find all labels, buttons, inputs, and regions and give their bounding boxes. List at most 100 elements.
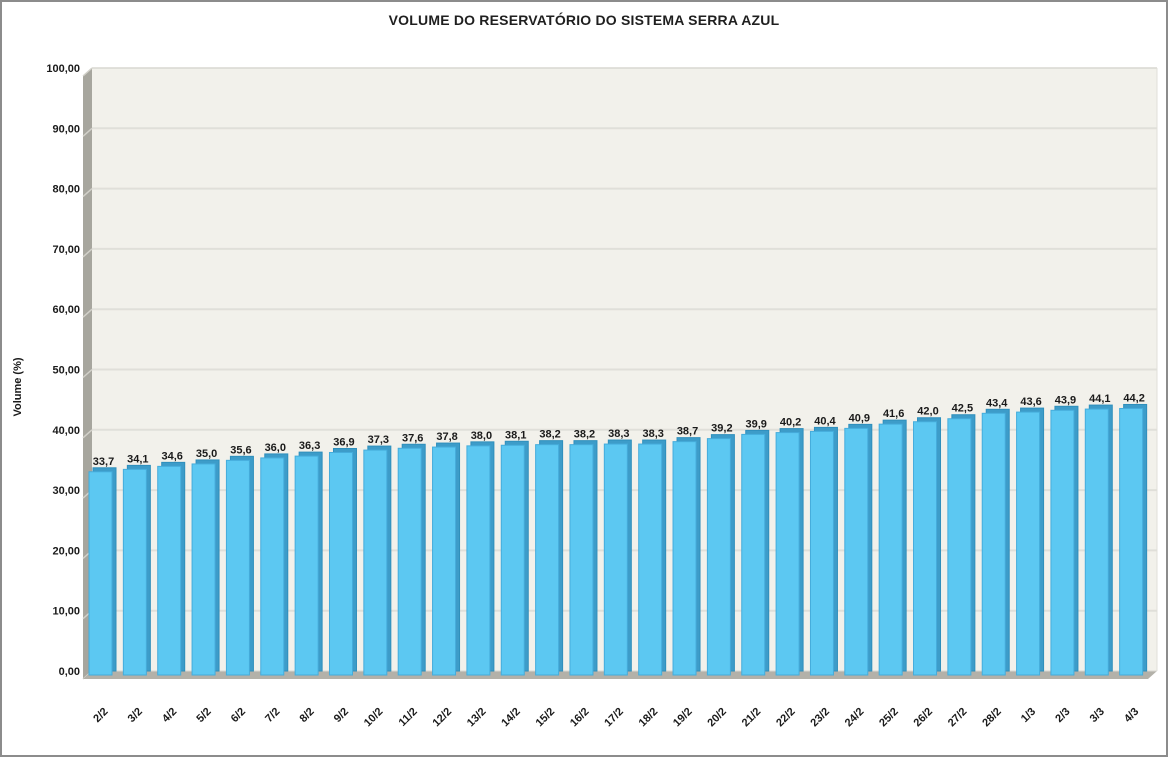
bar [363, 449, 388, 676]
wall-bevel [82, 188, 93, 198]
chart-title: VOLUME DO RESERVATÓRIO DO SISTEMA SERRA … [388, 12, 780, 28]
y-tick-label: 20,00 [52, 545, 80, 557]
x-tick-label: 28/2 [980, 706, 1004, 730]
y-tick-label: 0,00 [59, 666, 80, 678]
x-tick-label: 24/2 [843, 706, 867, 730]
bar-value-label: 42,0 [917, 406, 938, 418]
x-tick-label: 14/2 [499, 706, 523, 730]
x-tick-label: 13/2 [465, 706, 489, 730]
bar [1084, 408, 1109, 676]
bar-value-label: 36,0 [265, 442, 286, 454]
bar [294, 455, 319, 676]
bar-value-label: 37,8 [436, 431, 457, 443]
bar-value-label: 37,6 [402, 432, 423, 444]
x-tick-label: 5/2 [194, 706, 213, 725]
wall-bevel [82, 308, 93, 318]
x-tick-label: 19/2 [671, 706, 695, 730]
bar-value-label: 43,4 [986, 397, 1008, 409]
x-tick-label: 25/2 [877, 706, 901, 730]
x-tick-label: 3/3 [1088, 706, 1107, 725]
bar-value-label: 34,1 [127, 453, 148, 465]
y-tick-label: 30,00 [52, 485, 80, 497]
x-tick-label: 15/2 [534, 706, 558, 730]
x-tick-label: 26/2 [912, 706, 936, 730]
x-tick-label: 21/2 [740, 706, 764, 730]
bar-value-label: 42,5 [952, 403, 973, 415]
bar [191, 463, 216, 676]
bar [500, 444, 525, 676]
bar [225, 459, 250, 676]
y-tick-label: 10,00 [52, 606, 80, 618]
bar-value-label: 40,2 [780, 417, 801, 429]
wall-bevel [82, 368, 93, 379]
y-tick-label: 50,00 [52, 365, 80, 377]
bar [741, 433, 766, 676]
x-tick-label: 27/2 [946, 706, 970, 730]
bar-value-label: 36,9 [333, 436, 354, 448]
x-tick-label: 4/2 [160, 706, 179, 725]
bar-value-label: 33,7 [93, 456, 114, 468]
x-tick-label: 4/3 [1122, 706, 1141, 725]
bar [913, 421, 938, 676]
bar-value-label: 38,1 [505, 429, 526, 441]
x-tick-label: 8/2 [297, 706, 316, 725]
bar [981, 412, 1006, 676]
y-tick-label: 90,00 [52, 123, 80, 135]
bar [260, 457, 285, 676]
bar [775, 432, 800, 676]
bar-value-label: 35,0 [196, 448, 217, 460]
bar [809, 430, 834, 676]
bar [569, 444, 594, 676]
x-tick-label: 17/2 [602, 706, 626, 730]
bar-value-label: 35,6 [230, 444, 251, 456]
bar-value-label: 34,6 [161, 450, 182, 462]
bar-value-label: 37,3 [368, 434, 389, 446]
x-tick-label: 11/2 [397, 706, 420, 729]
bar [638, 443, 663, 676]
x-tick-label: 12/2 [431, 706, 455, 730]
x-tick-label: 10/2 [362, 706, 386, 730]
x-tick-label: 2/3 [1053, 706, 1072, 725]
bar-value-label: 41,6 [883, 408, 904, 420]
bar-value-label: 38,3 [642, 428, 663, 440]
x-tick-label: 23/2 [808, 706, 832, 730]
x-tick-label: 9/2 [332, 706, 351, 725]
bar-value-label: 38,7 [677, 426, 698, 438]
bar [535, 444, 560, 676]
bar-value-label: 43,6 [1020, 396, 1041, 408]
bar [672, 441, 697, 676]
bar [1016, 411, 1041, 676]
y-tick-label: 60,00 [52, 304, 80, 316]
bar-value-label: 40,9 [849, 412, 870, 424]
bar-value-label: 38,3 [608, 428, 629, 440]
bar [947, 418, 972, 676]
bar-value-label: 43,9 [1055, 394, 1076, 406]
x-tick-label: 7/2 [263, 706, 282, 725]
bar-value-label: 39,2 [711, 423, 732, 435]
wall-bevel [82, 429, 93, 439]
y-tick-label: 80,00 [52, 184, 80, 196]
bar [122, 468, 147, 676]
bar-value-label: 44,2 [1123, 392, 1144, 404]
wall-bevel [82, 67, 93, 77]
bar-value-label: 36,3 [299, 440, 320, 452]
bar [706, 438, 731, 676]
bar [88, 471, 113, 676]
x-tick-label: 2/2 [91, 706, 110, 725]
bar [328, 451, 353, 676]
wall-bevel [82, 127, 93, 137]
x-tick-label: 22/2 [774, 706, 798, 730]
x-tick-label: 18/2 [637, 706, 661, 730]
bar-value-label: 44,1 [1089, 393, 1110, 405]
bar [397, 447, 422, 676]
x-tick-label: 16/2 [568, 706, 592, 730]
bar-value-label: 39,9 [746, 418, 767, 430]
x-tick-label: 1/3 [1019, 706, 1038, 725]
bar-value-label: 38,2 [574, 429, 595, 441]
bar-value-label: 38,0 [471, 430, 492, 442]
x-tick-label: 20/2 [705, 706, 729, 730]
bar [466, 445, 491, 676]
x-tick-label: 6/2 [229, 706, 248, 725]
bar [844, 427, 869, 676]
